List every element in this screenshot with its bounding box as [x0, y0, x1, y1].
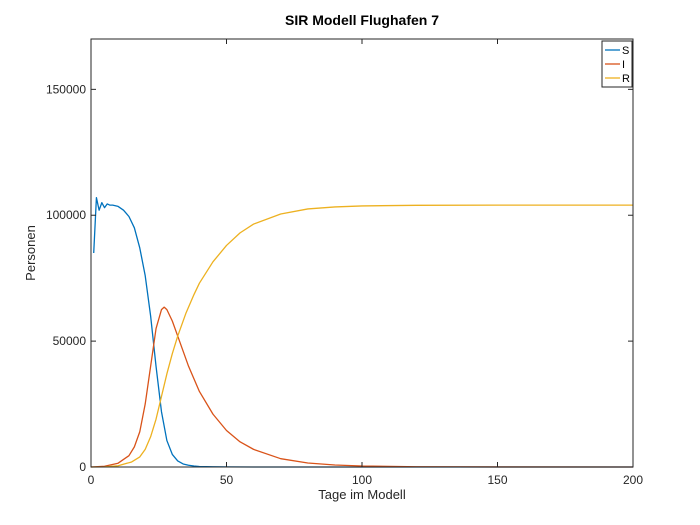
x-tick-label: 150 [487, 473, 507, 487]
x-tick-label: 0 [88, 473, 95, 487]
ticks-layer: 0 50 100 150 200 0 50000 100000 150000 [46, 39, 643, 487]
legend: SIR [601, 40, 633, 88]
x-tick-label: 200 [623, 473, 643, 487]
series-line-i [90, 306, 634, 468]
y-axis-label: Personen [23, 225, 38, 281]
y-tick-label: 100000 [46, 208, 86, 222]
legend-label-i: I [622, 59, 625, 71]
axes-box [90, 38, 634, 468]
legend-label-r: R [622, 73, 630, 85]
legend-label-s: S [622, 45, 629, 57]
y-tick-label: 150000 [46, 82, 86, 96]
y-tick-label: 0 [79, 460, 86, 474]
chart-title: SIR Modell Flughafen 7 [285, 12, 439, 28]
y-tick-label: 50000 [53, 334, 87, 348]
legend-entries: SIR [605, 45, 630, 85]
x-tick-label: 50 [220, 473, 234, 487]
x-axis-label: Tage im Modell [318, 487, 406, 502]
plot-area [91, 39, 633, 467]
series-line-r [90, 204, 633, 468]
x-tick-label: 100 [352, 473, 372, 487]
